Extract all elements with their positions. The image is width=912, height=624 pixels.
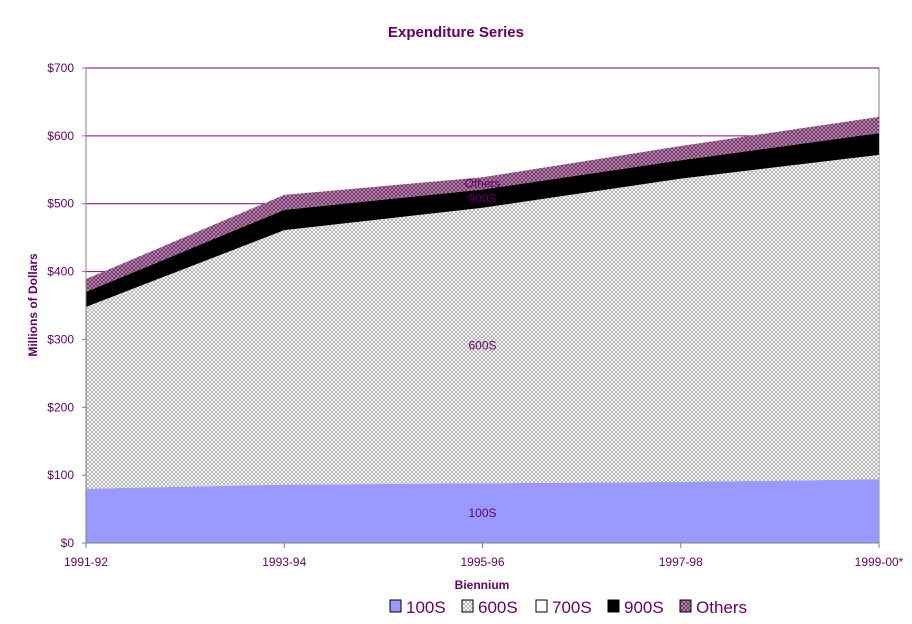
area-label-100s: 100S bbox=[468, 506, 496, 520]
area-label-900s: 900S bbox=[468, 192, 496, 206]
chart-title: Expenditure Series bbox=[388, 24, 524, 41]
y-tick-label: $0 bbox=[61, 536, 75, 550]
x-axis-title: Biennium bbox=[455, 578, 510, 592]
legend-label-600s: 600S bbox=[478, 598, 518, 617]
y-axis-title: Millions of Dollars bbox=[26, 253, 40, 357]
legend-swatch-others bbox=[679, 599, 692, 613]
area-100s bbox=[86, 479, 879, 543]
legend-swatch-600s bbox=[461, 599, 474, 613]
legend: 100S 600S 700S 900S Others bbox=[389, 598, 747, 617]
legend-label-700s: 700S bbox=[552, 598, 592, 617]
x-tick-label: 1993-94 bbox=[262, 555, 306, 569]
y-tick-label: $500 bbox=[47, 197, 74, 211]
y-tick-label: $400 bbox=[47, 265, 74, 279]
y-tick-label: $100 bbox=[47, 468, 74, 482]
legend-swatch-700s bbox=[535, 599, 548, 613]
y-tick-label: $700 bbox=[47, 61, 74, 75]
area-600s bbox=[86, 154, 879, 489]
legend-label-100s: 100S bbox=[406, 598, 446, 617]
x-tick-label: 1997-98 bbox=[659, 555, 703, 569]
area-others bbox=[86, 116, 879, 292]
area-label-others: Others bbox=[464, 176, 500, 190]
y-tick-label: $200 bbox=[47, 400, 74, 414]
plot-area: $0 $100 $200 $300 $400 $500 $600 $700 1991-92 199… bbox=[47, 61, 903, 569]
y-tick-label: $600 bbox=[47, 129, 74, 143]
area-900s bbox=[86, 133, 879, 307]
x-tick-label: 1999-00* bbox=[855, 555, 904, 569]
legend-swatch-900s bbox=[607, 599, 620, 613]
legend-label-900s: 900S bbox=[624, 598, 664, 617]
legend-label-others: Others bbox=[696, 598, 747, 617]
x-tick-label: 1995-96 bbox=[460, 555, 504, 569]
x-tick-label: 1991-92 bbox=[64, 555, 108, 569]
area-label-600s: 600S bbox=[468, 339, 496, 353]
legend-swatch-100s bbox=[389, 599, 402, 613]
y-tick-label: $300 bbox=[47, 332, 74, 346]
